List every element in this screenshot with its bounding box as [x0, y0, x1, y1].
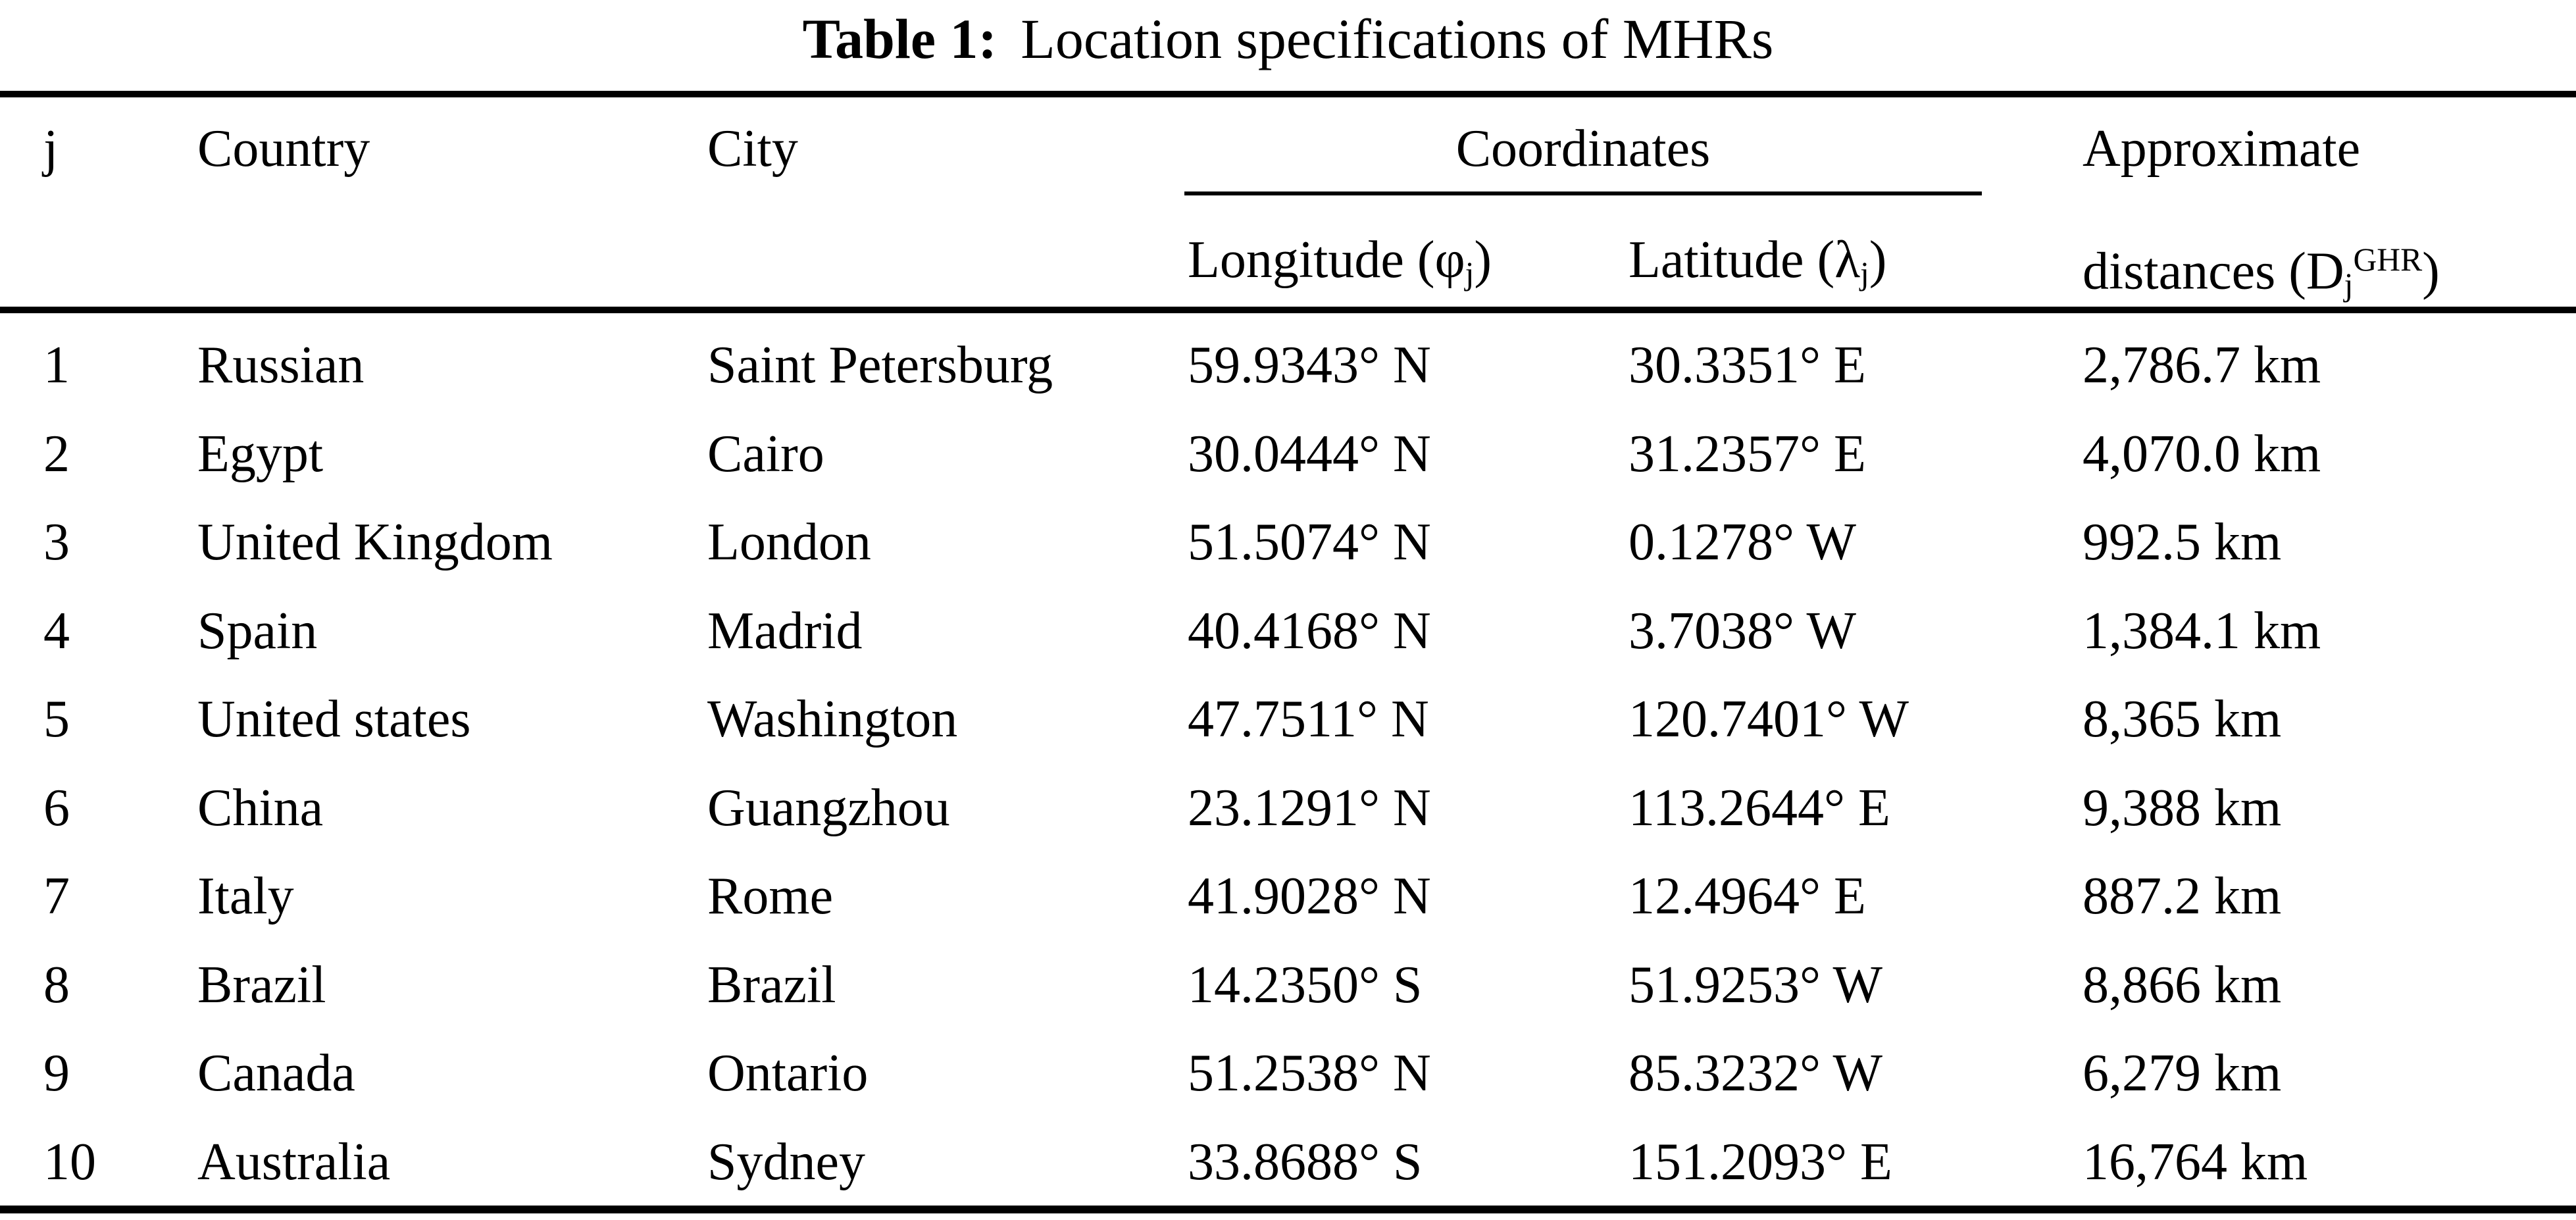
cell-country: Russian [197, 336, 365, 395]
cell-distance: 887.2 km [2083, 867, 2282, 926]
column-header-distance-line2: distances (DjGHR) [2083, 230, 2440, 315]
longitude-label: Longitude (φ [1188, 231, 1465, 289]
cell-j: 4 [43, 601, 70, 660]
cell-latitude: 31.2357° E [1629, 424, 1866, 483]
cell-longitude: 47.7511° N [1188, 690, 1429, 749]
cell-country: Egypt [197, 424, 324, 483]
cell-country: China [197, 778, 324, 837]
table-body: 1 Russian Saint Petersburg 59.9343° N 30… [0, 321, 2576, 1206]
cell-j: 1 [43, 336, 70, 395]
table-caption-number: Table 1: [802, 7, 998, 70]
cell-city: Brazil [707, 955, 836, 1014]
cell-city: Cairo [707, 424, 824, 483]
cell-city: Ontario [707, 1044, 869, 1103]
distance-subscript: j [2344, 267, 2354, 303]
cell-country: United states [197, 690, 471, 749]
cell-longitude: 51.5074° N [1188, 513, 1431, 572]
column-header-city: City [707, 120, 798, 178]
table-row: 9 Canada Ontario 51.2538° N 85.3232° W 6… [0, 1029, 2576, 1118]
table-row: 1 Russian Saint Petersburg 59.9343° N 30… [0, 321, 2576, 410]
cell-distance: 2,786.7 km [2083, 336, 2321, 395]
cell-distance: 9,388 km [2083, 778, 2282, 837]
column-header-country: Country [197, 120, 370, 178]
table-row: 3 United Kingdom London 51.5074° N 0.127… [0, 498, 2576, 587]
cell-j: 10 [43, 1132, 96, 1191]
cell-latitude: 85.3232° W [1629, 1044, 1883, 1103]
cell-longitude: 40.4168° N [1188, 601, 1431, 660]
table-caption-text: Location specifications of MHRs [1021, 7, 1774, 70]
cell-country: Brazil [197, 955, 326, 1014]
cell-distance: 8,365 km [2083, 690, 2282, 749]
cell-latitude: 12.4964° E [1629, 867, 1866, 926]
cell-longitude: 23.1291° N [1188, 778, 1431, 837]
table-top-rule [0, 91, 2576, 97]
cell-longitude: 14.2350° S [1188, 955, 1423, 1014]
table-row: 10 Australia Sydney 33.8688° S 151.2093°… [0, 1118, 2576, 1207]
latitude-label-close: ) [1869, 231, 1887, 289]
latitude-label: Latitude (λ [1629, 231, 1860, 289]
column-header-distance-line1: Approximate [2083, 120, 2361, 178]
cell-city: Saint Petersburg [707, 336, 1053, 395]
table-row: 6 China Guangzhou 23.1291° N 113.2644° E… [0, 764, 2576, 853]
cell-distance: 6,279 km [2083, 1044, 2282, 1103]
cell-latitude: 151.2093° E [1629, 1132, 1892, 1191]
column-header-j: j [43, 120, 59, 178]
distance-label-close: ) [2422, 242, 2440, 301]
cell-distance: 16,764 km [2083, 1132, 2308, 1191]
cell-distance: 8,866 km [2083, 955, 2282, 1014]
cell-latitude: 3.7038° W [1629, 601, 1857, 660]
latitude-subscript: j [1860, 255, 1869, 292]
cell-longitude: 33.8688° S [1188, 1132, 1423, 1191]
cell-longitude: 51.2538° N [1188, 1044, 1431, 1103]
cell-j: 2 [43, 424, 70, 483]
cell-longitude: 41.9028° N [1188, 867, 1431, 926]
cell-city: Guangzhou [707, 778, 950, 837]
cell-longitude: 30.0444° N [1188, 424, 1431, 483]
cell-latitude: 30.3351° E [1629, 336, 1866, 395]
cell-latitude: 120.7401° W [1629, 690, 1909, 749]
cell-j: 5 [43, 690, 70, 749]
cell-j: 8 [43, 955, 70, 1014]
cell-j: 3 [43, 513, 70, 572]
cell-distance: 1,384.1 km [2083, 601, 2321, 660]
table-row: 7 Italy Rome 41.9028° N 12.4964° E 887.2… [0, 852, 2576, 941]
column-header-coordinates: Coordinates [1455, 120, 1711, 178]
cell-country: Italy [197, 867, 294, 926]
cell-city: Rome [707, 867, 834, 926]
cell-country: United Kingdom [197, 513, 553, 572]
longitude-subscript: j [1465, 255, 1475, 292]
cell-city: Washington [707, 690, 958, 749]
longitude-label-close: ) [1474, 231, 1492, 289]
cell-country: Canada [197, 1044, 355, 1103]
cell-city: Sydney [707, 1132, 865, 1191]
table-row: 8 Brazil Brazil 14.2350° S 51.9253° W 8,… [0, 941, 2576, 1030]
cell-latitude: 113.2644° E [1629, 778, 1890, 837]
cell-country: Australia [197, 1132, 391, 1191]
table-row: 5 United states Washington 47.7511° N 12… [0, 675, 2576, 764]
cell-longitude: 59.9343° N [1188, 336, 1431, 395]
distance-superscript: GHR [2353, 241, 2423, 278]
header-bottom-rule [0, 307, 2576, 313]
table-caption: Table 1: Location specifications of MHRs [0, 3, 2576, 75]
cell-j: 7 [43, 867, 70, 926]
cell-city: Madrid [707, 601, 863, 660]
column-header-latitude: Latitude (λj) [1629, 230, 1886, 304]
cell-j: 6 [43, 778, 70, 837]
cell-latitude: 0.1278° W [1629, 513, 1857, 572]
table-row: 4 Spain Madrid 40.4168° N 3.7038° W 1,38… [0, 587, 2576, 676]
distance-label: distances (D [2083, 242, 2344, 301]
cell-country: Spain [197, 601, 318, 660]
column-header-longitude: Longitude (φj) [1188, 230, 1492, 304]
table-row: 2 Egypt Cairo 30.0444° N 31.2357° E 4,07… [0, 410, 2576, 499]
coordinates-spanner-rule [1184, 191, 1982, 195]
table-bottom-rule [0, 1206, 2576, 1213]
cell-j: 9 [43, 1044, 70, 1103]
cell-distance: 992.5 km [2083, 513, 2282, 572]
cell-latitude: 51.9253° W [1629, 955, 1883, 1014]
cell-distance: 4,070.0 km [2083, 424, 2321, 483]
cell-city: London [707, 513, 871, 572]
